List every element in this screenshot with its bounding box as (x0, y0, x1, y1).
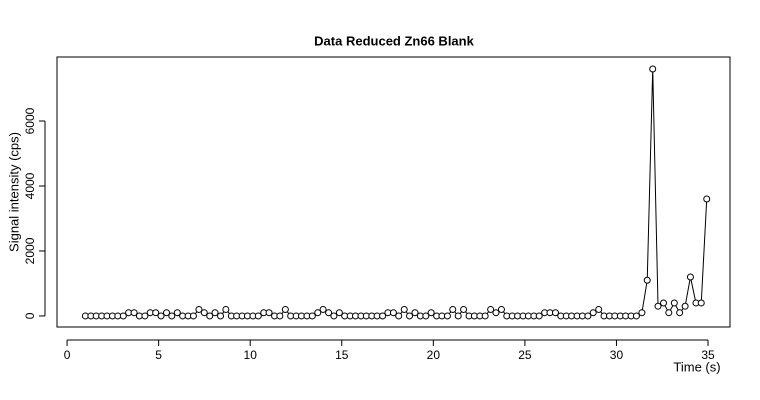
data-point (335, 309, 343, 317)
data-point (189, 312, 197, 320)
data-point (643, 276, 651, 284)
data-point (217, 312, 225, 320)
data-point (152, 309, 160, 317)
data-point (276, 312, 284, 320)
chart-title: Data Reduced Zn66 Blank (314, 33, 474, 48)
data-point (460, 305, 468, 313)
data-point (400, 305, 408, 313)
data-point (130, 309, 138, 317)
x-axis-label: Time (s) (673, 359, 720, 374)
data-point (389, 309, 397, 317)
x-tick-label: 20 (427, 348, 441, 362)
x-tick-label: 15 (335, 348, 349, 362)
data-point (211, 309, 219, 317)
data-point (168, 312, 176, 320)
data-point (454, 312, 462, 320)
y-tick-label: 2000 (23, 237, 37, 264)
data-point (222, 305, 230, 313)
data-point (481, 312, 489, 320)
data-point (325, 309, 333, 317)
data-point (595, 305, 603, 313)
data-point (686, 273, 694, 281)
data-point (551, 309, 559, 317)
data-point (676, 309, 684, 317)
x-tick-label: 5 (155, 348, 162, 362)
data-point (535, 312, 543, 320)
data-point (265, 309, 273, 317)
data-point (703, 195, 711, 203)
y-tick-label: 6000 (23, 107, 37, 134)
data-point (589, 309, 597, 317)
y-tick-label: 4000 (23, 172, 37, 199)
data-point (206, 312, 214, 320)
data-point (584, 312, 592, 320)
data-point (406, 312, 414, 320)
y-axis-label: Signal intensity (cps) (6, 132, 21, 252)
data-point (665, 309, 673, 317)
data-point (395, 312, 403, 320)
data-point (487, 305, 495, 313)
data-point (195, 305, 203, 313)
data-point (330, 312, 338, 320)
x-tick-label: 30 (610, 348, 624, 362)
data-point (497, 305, 505, 313)
data-point (449, 305, 457, 313)
data-point (200, 309, 208, 317)
data-point (654, 302, 662, 310)
data-point (492, 309, 500, 317)
data-point (443, 312, 451, 320)
data-point (119, 312, 127, 320)
plot-frame (56, 56, 731, 328)
x-tick-label: 0 (64, 348, 71, 362)
data-point (697, 299, 705, 307)
data-point (314, 309, 322, 317)
data-point (638, 309, 646, 317)
data-point (173, 309, 181, 317)
data-point (141, 312, 149, 320)
data-point (649, 65, 657, 73)
data-point (427, 309, 435, 317)
data-point (411, 309, 419, 317)
data-point (254, 312, 262, 320)
x-tick-label: 25 (518, 348, 532, 362)
data-point (163, 309, 171, 317)
data-point (319, 305, 327, 313)
data-point (422, 312, 430, 320)
data-point (281, 305, 289, 313)
data-point (308, 312, 316, 320)
y-tick-label: 0 (23, 312, 37, 319)
data-point (660, 299, 668, 307)
data-point (670, 299, 678, 307)
data-point (681, 302, 689, 310)
x-tick-label: 35 (701, 348, 715, 362)
data-point (379, 312, 387, 320)
data-line (85, 69, 708, 317)
data-point (632, 312, 640, 320)
x-tick-label: 10 (244, 348, 258, 362)
data-point (157, 312, 165, 320)
